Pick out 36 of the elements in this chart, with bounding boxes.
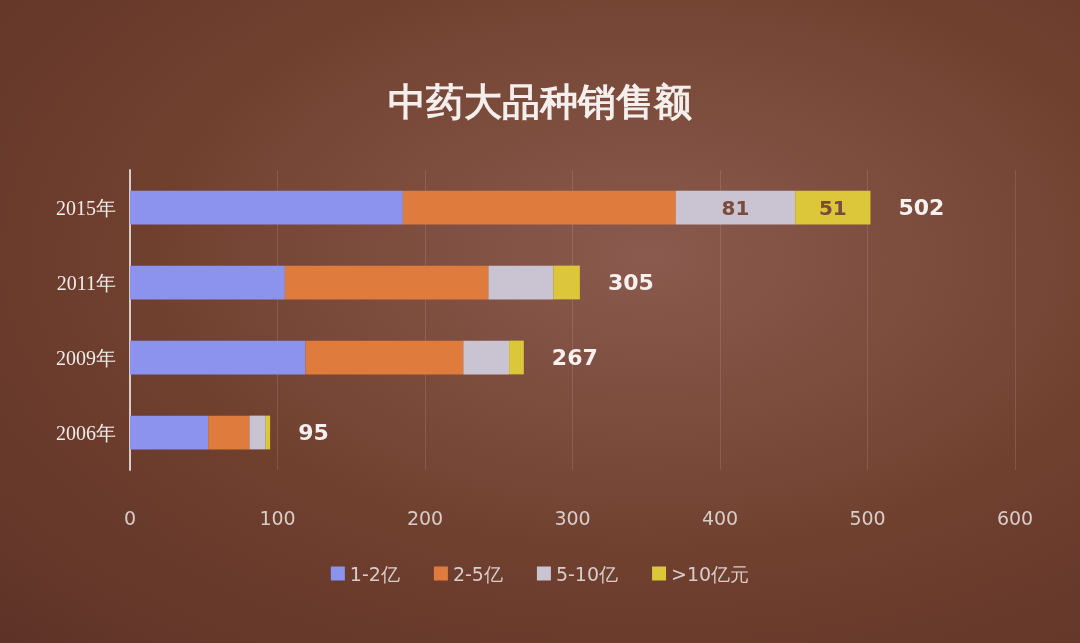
total-label: 95 — [298, 420, 329, 445]
bar — [463, 340, 510, 375]
bar — [130, 340, 306, 375]
legend-label: 1-2亿 — [349, 562, 400, 585]
bar — [488, 265, 554, 300]
x-tick-label: 100 — [259, 506, 296, 529]
bar — [130, 190, 403, 225]
y-tick-label: 2015年 — [56, 196, 116, 219]
y-tick-label: 2009年 — [56, 346, 116, 369]
x-tick-label: 300 — [554, 506, 591, 529]
total-label: 267 — [551, 345, 598, 370]
x-tick-label: 400 — [701, 506, 739, 529]
chart-title: 中药大品种销售额 — [388, 80, 692, 124]
x-tick-label: 500 — [849, 506, 886, 529]
bar — [509, 340, 524, 375]
bar — [208, 415, 250, 450]
x-tick-label: 0 — [123, 506, 137, 529]
bar — [249, 415, 266, 450]
bar — [553, 265, 580, 300]
legend-label: >10亿元 — [671, 562, 750, 585]
bar — [130, 265, 285, 300]
bar — [675, 190, 796, 225]
x-tick-label: 200 — [406, 506, 444, 529]
legend-label: 2-5亿 — [452, 562, 503, 585]
bar — [402, 190, 676, 225]
bar — [305, 340, 464, 375]
y-tick-label: 2011年 — [56, 271, 116, 294]
data-label: 81 — [721, 195, 750, 220]
data-label: 51 — [818, 195, 847, 220]
bar — [130, 415, 209, 450]
y-tick-label: 2006年 — [56, 421, 116, 444]
bar — [284, 265, 489, 300]
total-label: 502 — [898, 195, 945, 220]
legend-label: 5-10亿 — [555, 562, 619, 585]
x-tick-label: 600 — [996, 506, 1034, 529]
total-label: 305 — [607, 270, 654, 295]
